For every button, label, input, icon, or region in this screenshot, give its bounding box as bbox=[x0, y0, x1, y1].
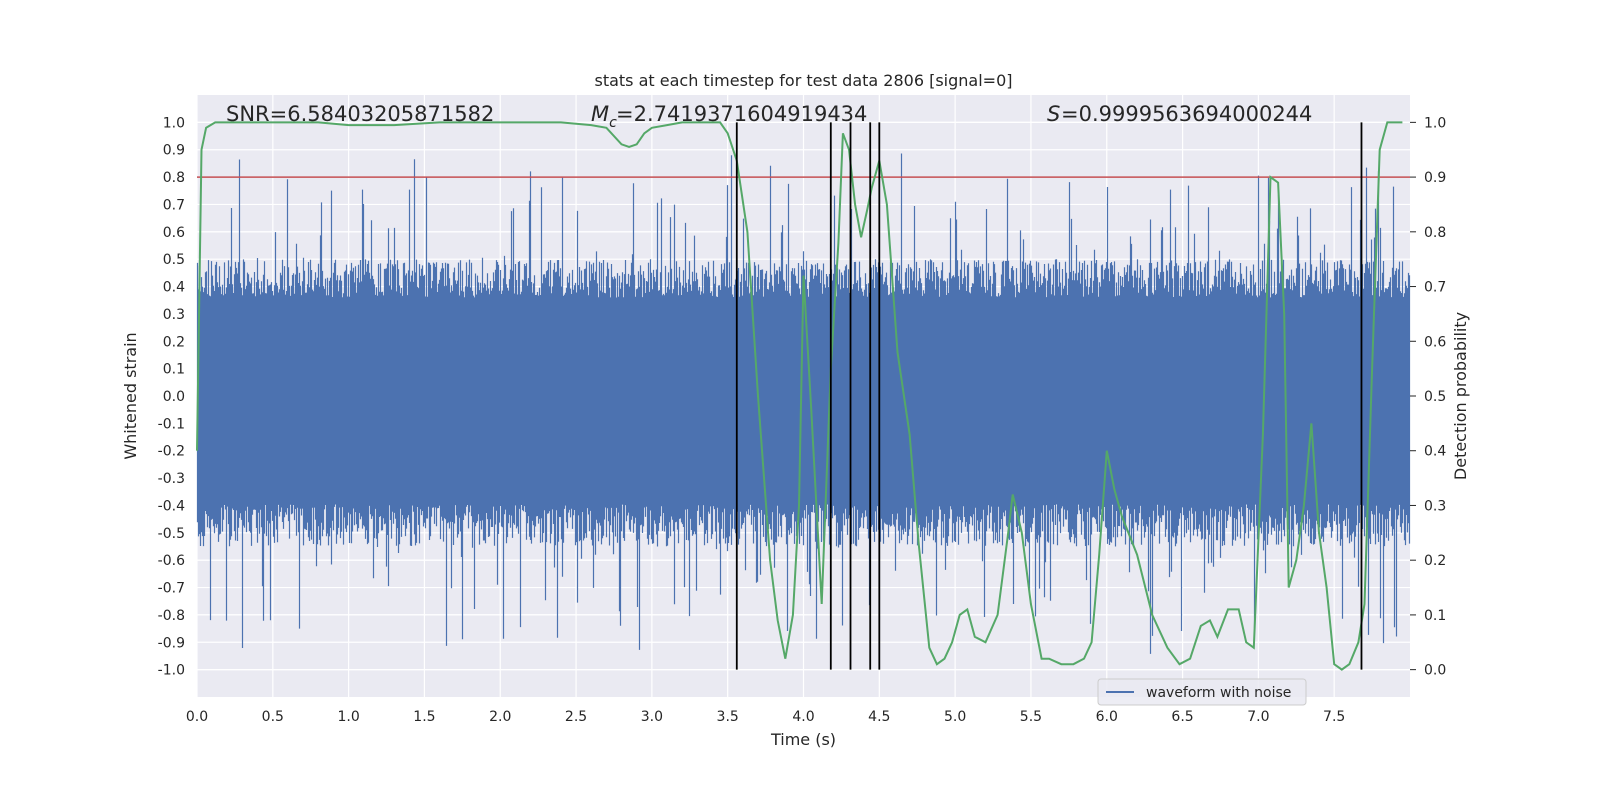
y-tick-label-left: 0.6 bbox=[163, 225, 185, 241]
y-tick-label-right: 0.7 bbox=[1424, 280, 1446, 296]
x-tick-label: 2.0 bbox=[489, 709, 511, 725]
x-tick-label: 1.0 bbox=[337, 709, 359, 725]
vertical-markers bbox=[735, 122, 1363, 670]
detection-probability-line bbox=[196, 121, 1403, 671]
y-tick-label-left: 0.0 bbox=[163, 389, 185, 405]
x-tick-label: 0.0 bbox=[186, 709, 208, 725]
s-annotation: S =0.9999563694000244 bbox=[1047, 102, 1312, 126]
y-tick-label-right: 0.8 bbox=[1424, 225, 1446, 241]
y-tick-label-left: 0.3 bbox=[163, 307, 185, 323]
s-value: =0.9999563694000244 bbox=[1061, 102, 1312, 126]
y-tick-label-left: -1.0 bbox=[158, 663, 185, 679]
y-tick-label-left: 0.5 bbox=[163, 252, 185, 268]
y-tick-label-left: 0.9 bbox=[163, 143, 185, 159]
y-tick-label-right: 1.0 bbox=[1424, 115, 1446, 131]
y-tick-label-left: -0.4 bbox=[158, 498, 185, 514]
y-tick-label-right: 0.2 bbox=[1424, 553, 1446, 569]
y-tick-label-left: 1.0 bbox=[163, 115, 185, 131]
x-tick-label: 5.5 bbox=[1020, 709, 1042, 725]
y-tick-label-right: 0.6 bbox=[1424, 334, 1446, 350]
x-tick-label: 4.5 bbox=[868, 709, 890, 725]
y-tick-label-left: 0.1 bbox=[163, 362, 185, 378]
x-tick-label: 1.5 bbox=[413, 709, 435, 725]
s-symbol: S bbox=[1047, 102, 1060, 126]
x-tick-label: 0.5 bbox=[262, 709, 284, 725]
y-tick-label-left: 0.2 bbox=[163, 334, 185, 350]
y-tick-label-left: 0.7 bbox=[163, 197, 185, 213]
y-tick-label-left: -0.5 bbox=[158, 526, 185, 542]
y-tick-label-right: 0.5 bbox=[1424, 389, 1446, 405]
mc-annotation: Mc =2.7419371604919434 bbox=[591, 102, 867, 131]
legend: waveform with noise bbox=[1097, 678, 1307, 706]
y-tick-label-left: -0.2 bbox=[158, 444, 185, 460]
x-tick-label: 6.5 bbox=[1171, 709, 1193, 725]
y-tick-label-left: 0.8 bbox=[163, 170, 185, 186]
x-tick-label: 5.0 bbox=[944, 709, 966, 725]
chart-title: stats at each timestep for test data 280… bbox=[594, 71, 1012, 90]
x-tick-label: 7.5 bbox=[1323, 709, 1345, 725]
x-tick-label: 7.0 bbox=[1247, 709, 1269, 725]
y-tick-label-left: -0.1 bbox=[158, 416, 185, 432]
y-tick-label-right: 0.1 bbox=[1424, 608, 1446, 624]
y-tick-label-right: 0.0 bbox=[1424, 663, 1446, 679]
y-axis-label-left: Whitened strain bbox=[121, 332, 140, 459]
y-axis-label-right: Detection probability bbox=[1451, 312, 1470, 480]
legend-box bbox=[1097, 678, 1307, 706]
y-tick-label-left: 0.4 bbox=[163, 280, 185, 296]
x-tick-label: 2.5 bbox=[565, 709, 587, 725]
y-tick-label-right: 0.3 bbox=[1424, 498, 1446, 514]
y-tick-label-right: 0.9 bbox=[1424, 170, 1446, 186]
snr-annotation: SNR=6.58403205871582 bbox=[226, 102, 494, 126]
mc-value: =2.7419371604919434 bbox=[616, 102, 867, 126]
y-tick-label-left: -0.9 bbox=[158, 635, 185, 651]
y-tick-label-left: -0.7 bbox=[158, 581, 185, 597]
y-tick-label-left: -0.6 bbox=[158, 553, 185, 569]
y-tick-label-left: -0.8 bbox=[158, 608, 185, 624]
x-tick-label: 6.0 bbox=[1096, 709, 1118, 725]
x-tick-label: 3.0 bbox=[641, 709, 663, 725]
axis-ticks: 0.0 0.5 1.0 1.5 2.0 2.5 3.0 3.5 4.0 4.5 5.0 5.5 6.0 6… bbox=[158, 115, 1447, 725]
x-tick-label: 4.0 bbox=[792, 709, 814, 725]
x-tick-label: 3.5 bbox=[717, 709, 739, 725]
y-tick-label-right: 0.4 bbox=[1424, 444, 1446, 460]
y-tick-label-left: -0.3 bbox=[158, 471, 185, 487]
legend-entry: waveform with noise bbox=[1146, 685, 1291, 701]
probability-layer bbox=[196, 121, 1403, 671]
x-axis-label: Time (s) bbox=[770, 730, 836, 749]
